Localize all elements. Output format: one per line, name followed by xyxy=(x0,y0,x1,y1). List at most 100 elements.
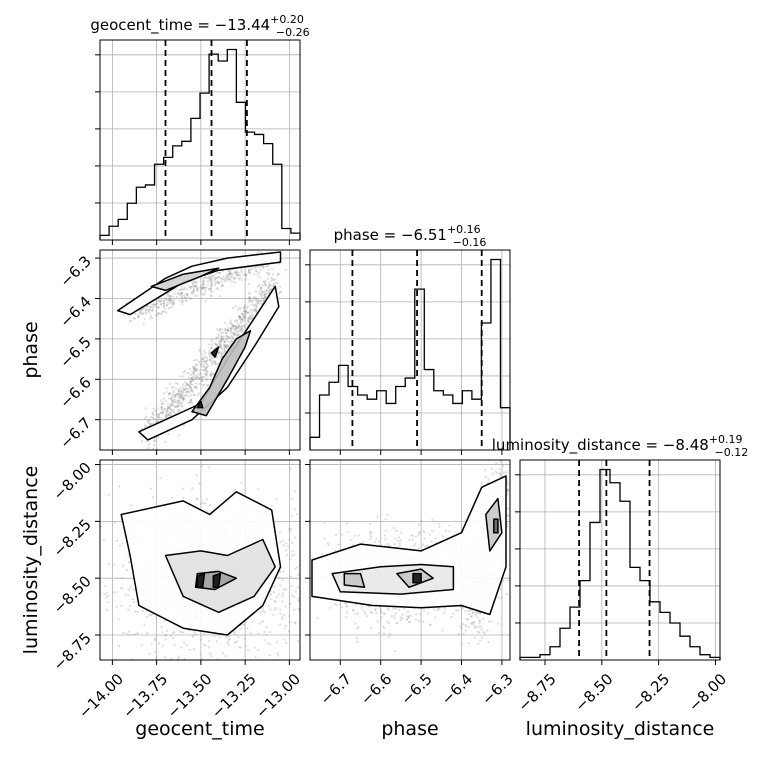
sample-point xyxy=(159,399,162,402)
sample-point xyxy=(459,625,462,628)
sample-point xyxy=(167,414,170,417)
sample-point xyxy=(195,382,198,385)
sample-point xyxy=(212,373,215,376)
sample-point xyxy=(285,542,288,545)
sample-point xyxy=(191,289,195,293)
sample-point xyxy=(287,545,290,548)
sample-point xyxy=(106,594,110,597)
sample-point xyxy=(150,642,153,645)
sample-point xyxy=(133,317,137,320)
sample-point xyxy=(232,324,235,328)
sample-point xyxy=(195,385,198,388)
sample-point xyxy=(228,278,232,282)
sample-point xyxy=(270,504,274,508)
sample-point xyxy=(218,329,221,333)
sample-point xyxy=(281,600,284,603)
sample-point xyxy=(253,273,256,276)
sample-point xyxy=(373,608,377,611)
sample-point xyxy=(209,278,212,281)
sample-point xyxy=(193,288,196,291)
sample-point xyxy=(242,273,246,276)
sample-point xyxy=(196,288,199,292)
sample-point xyxy=(219,332,222,335)
sample-point xyxy=(211,664,213,666)
sample-point xyxy=(214,342,217,345)
sample-point xyxy=(387,544,391,547)
sample-point xyxy=(259,286,263,289)
sample-point xyxy=(223,347,226,350)
sample-point xyxy=(313,555,315,557)
sample-point xyxy=(274,281,277,285)
sample-point xyxy=(414,542,417,545)
sample-point xyxy=(510,535,512,537)
sample-point xyxy=(401,613,404,616)
sample-point xyxy=(163,310,166,313)
sample-point xyxy=(500,587,503,590)
sample-point xyxy=(268,631,272,634)
sample-point xyxy=(242,623,245,627)
sample-point xyxy=(262,280,265,283)
sample-point xyxy=(215,281,218,285)
sample-point xyxy=(170,657,173,660)
sample-point xyxy=(209,346,212,350)
sample-point xyxy=(152,414,155,417)
x-tick-label: −13.00 xyxy=(252,670,304,722)
sample-point xyxy=(163,407,167,410)
sample-point xyxy=(321,552,324,555)
sample-point xyxy=(283,640,285,642)
sample-point xyxy=(237,274,240,277)
sample-point xyxy=(205,366,208,369)
sample-point xyxy=(285,554,288,557)
sample-point xyxy=(190,377,193,380)
sample-point xyxy=(232,325,235,328)
sample-point xyxy=(201,356,204,359)
sample-point xyxy=(193,359,196,362)
sample-point xyxy=(408,621,411,624)
sample-point xyxy=(197,360,201,363)
sample-point xyxy=(180,404,184,407)
sample-point xyxy=(204,374,208,377)
sample-point xyxy=(257,298,260,302)
sample-point xyxy=(472,621,475,625)
sample-point xyxy=(268,289,271,292)
sample-point xyxy=(156,420,159,423)
sample-point xyxy=(260,251,263,254)
x-tick-label: −6.6 xyxy=(357,670,395,708)
sample-point xyxy=(239,276,242,280)
sample-point xyxy=(215,336,218,339)
sample-point xyxy=(209,290,213,293)
sample-point xyxy=(246,648,250,652)
sample-point xyxy=(177,400,180,403)
sample-point xyxy=(283,627,286,630)
sample-point xyxy=(172,399,175,402)
sample-point xyxy=(499,474,503,477)
sample-point xyxy=(240,313,244,316)
sample-point xyxy=(227,278,230,281)
sample-point xyxy=(255,269,258,273)
sample-point xyxy=(486,481,490,484)
sample-point xyxy=(214,360,217,363)
sample-point xyxy=(252,308,256,311)
sample-point xyxy=(194,285,197,288)
sample-point xyxy=(347,530,350,533)
sample-point xyxy=(300,558,302,560)
sample-point xyxy=(227,643,230,646)
sample-point xyxy=(264,295,267,299)
sample-point xyxy=(486,629,489,632)
sample-point xyxy=(356,612,359,615)
sample-point xyxy=(262,297,265,300)
sample-point xyxy=(151,416,155,419)
sample-point xyxy=(290,584,293,588)
sample-point xyxy=(304,583,306,585)
sample-point xyxy=(164,440,167,443)
sample-point xyxy=(173,400,177,404)
sample-point xyxy=(157,642,161,645)
sample-point xyxy=(195,375,199,379)
sample-point xyxy=(503,471,506,474)
sample-point xyxy=(220,339,223,342)
sample-point xyxy=(261,297,265,300)
y-axis-label-luminosity_distance: luminosity_distance xyxy=(20,466,42,655)
sample-point xyxy=(169,634,173,637)
sample-point xyxy=(176,405,179,408)
sample-point xyxy=(466,618,470,621)
